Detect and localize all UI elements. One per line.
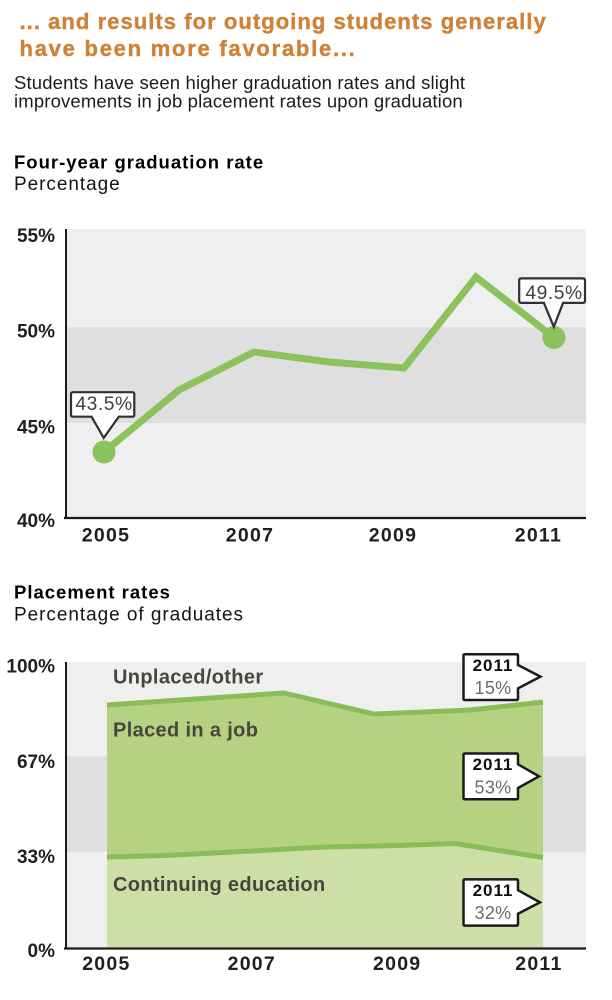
svg-text:40%: 40% (17, 511, 55, 532)
svg-text:2011: 2011 (473, 881, 514, 900)
svg-text:Percentage of graduates: Percentage of graduates (14, 605, 244, 626)
svg-text:2009: 2009 (373, 953, 421, 975)
svg-text:Placed in a job: Placed in a job (113, 719, 258, 741)
svg-text:2009: 2009 (369, 525, 417, 547)
svg-text:100%: 100% (6, 657, 55, 678)
svg-text:15%: 15% (475, 678, 512, 698)
svg-text:Percentage: Percentage (14, 174, 121, 195)
svg-text:2011: 2011 (515, 525, 562, 547)
svg-text:2011: 2011 (473, 656, 514, 675)
svg-text:2005: 2005 (82, 525, 130, 547)
svg-text:... and results for outgoing s: ... and results for outgoing students ge… (20, 9, 547, 34)
svg-text:Four-year graduation rate: Four-year graduation rate (14, 152, 264, 173)
svg-text:0%: 0% (28, 941, 56, 962)
svg-text:improvements in job placement: improvements in job placement rates upon… (14, 91, 463, 112)
svg-text:Students have seen higher grad: Students have seen higher graduation rat… (14, 72, 465, 93)
svg-text:have been more favorable...: have been more favorable... (20, 36, 357, 61)
svg-text:2011: 2011 (473, 755, 514, 774)
svg-text:2007: 2007 (228, 953, 276, 975)
svg-text:67%: 67% (17, 752, 55, 773)
svg-text:43.5%: 43.5% (75, 394, 132, 415)
svg-text:33%: 33% (17, 847, 55, 868)
svg-text:53%: 53% (475, 778, 512, 798)
svg-text:2007: 2007 (226, 525, 274, 547)
svg-text:49.5%: 49.5% (525, 283, 582, 304)
svg-text:Unplaced/other: Unplaced/other (113, 667, 263, 689)
svg-text:2005: 2005 (82, 953, 130, 975)
svg-text:50%: 50% (17, 321, 55, 342)
svg-text:Placement rates: Placement rates (14, 582, 171, 603)
svg-text:32%: 32% (475, 903, 512, 923)
svg-text:2011: 2011 (515, 953, 562, 975)
svg-text:45%: 45% (17, 417, 55, 438)
svg-text:55%: 55% (17, 226, 55, 247)
svg-text:Continuing education: Continuing education (113, 874, 326, 896)
